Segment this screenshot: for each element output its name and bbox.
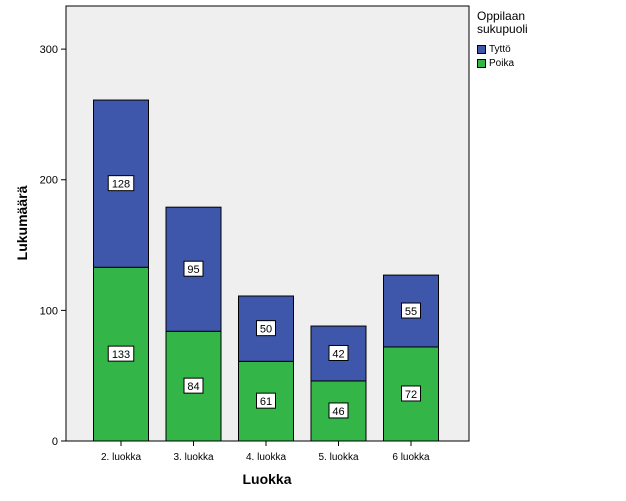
x-tick-label-4: 6 luokka <box>392 452 430 463</box>
y-axis: 0 100 200 300 <box>40 44 66 448</box>
y-tick-label-100: 100 <box>40 305 58 317</box>
x-tick-label-1: 3. luokka <box>173 452 213 463</box>
data-label-tytt--0: 128 <box>112 179 130 191</box>
data-label-tytt--3: 42 <box>332 348 344 360</box>
legend-title: Oppilaan sukupuoli <box>477 9 528 36</box>
legend-label-poika: Poika <box>489 57 515 69</box>
data-label-tytt--4: 55 <box>405 306 417 318</box>
data-label-tytt--1: 95 <box>187 264 199 276</box>
data-label-poika-3: 46 <box>332 406 344 418</box>
legend: Oppilaan sukupuoli Tyttö Poika <box>477 10 557 70</box>
data-label-box-poika-1 <box>183 377 204 394</box>
data-label-box-tytt--0 <box>107 175 135 192</box>
data-label-box-tytt--4 <box>401 302 421 319</box>
legend-item-poika: Poika <box>477 56 557 70</box>
data-label-poika-2: 61 <box>260 396 272 408</box>
data-label-box-tytt--1 <box>183 260 204 277</box>
x-tick-label-3: 5. luokka <box>318 452 358 463</box>
y-tick-label-300: 300 <box>40 44 58 56</box>
legend-swatch-tytto <box>477 44 486 54</box>
legend-swatch-poika <box>477 58 486 68</box>
data-label-box-poika-3 <box>328 402 349 419</box>
x-tick-label-0: 2. luokka <box>101 452 141 463</box>
data-label-box-tytt--2 <box>256 320 276 337</box>
data-label-poika-4: 72 <box>405 389 417 401</box>
x-tick-label-2: 4. luokka <box>246 452 286 463</box>
data-label-box-poika-2 <box>256 392 276 409</box>
x-axis-label: Luokka <box>242 471 291 487</box>
data-label-poika-1: 84 <box>187 381 199 393</box>
data-label-box-tytt--3 <box>328 344 349 361</box>
legend-item-tytto: Tyttö <box>477 42 557 56</box>
legend-label-tytto: Tyttö <box>489 43 511 55</box>
data-label-poika-0: 133 <box>112 349 130 361</box>
y-tick-label-0: 0 <box>52 436 58 448</box>
data-label-tytt--2: 50 <box>260 324 272 336</box>
x-axis: 2. luokka 3. luokka 4. luokka 5. luokka 6 lu… <box>101 441 430 463</box>
y-tick-label-200: 200 <box>40 175 58 187</box>
data-label-box-poika-0 <box>107 345 135 362</box>
y-axis-label: Lukumäärä <box>14 185 30 260</box>
data-label-box-poika-4 <box>401 385 421 402</box>
